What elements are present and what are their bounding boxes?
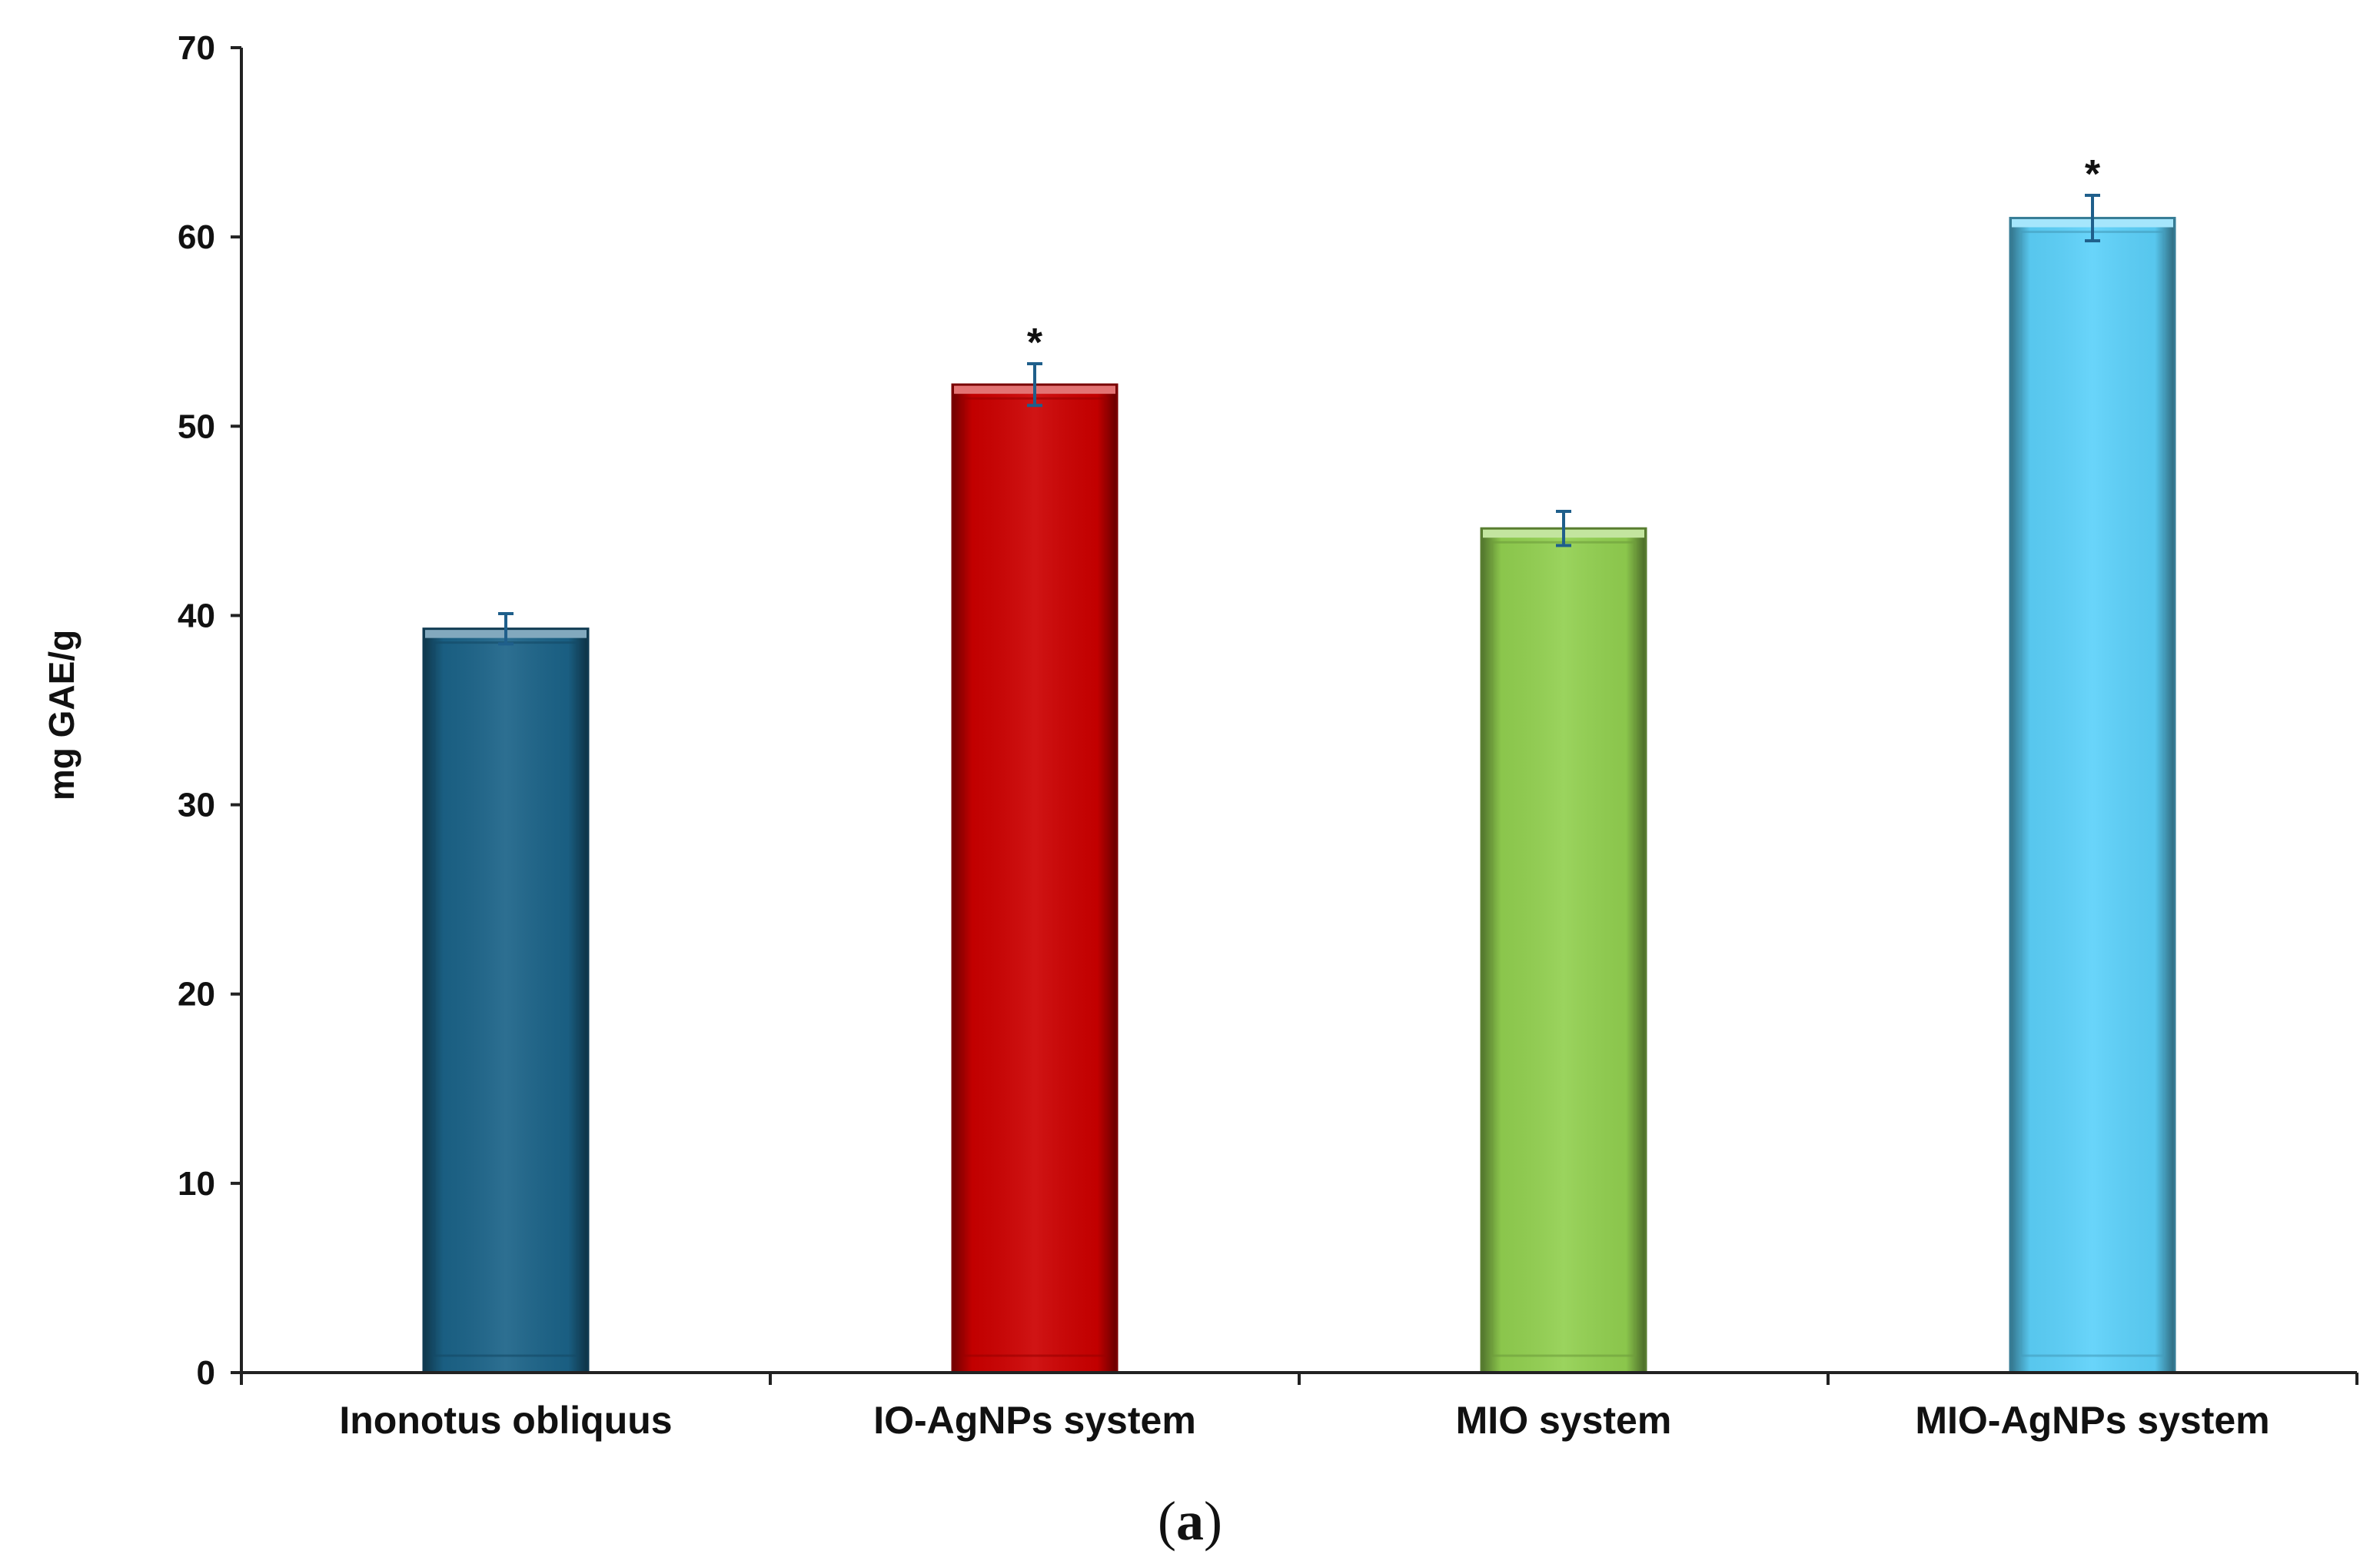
panel-label: (a) xyxy=(1158,1490,1222,1552)
bar xyxy=(2009,217,2176,1374)
bar xyxy=(951,383,1119,1374)
error-bar xyxy=(2085,193,2100,243)
bar-shading xyxy=(1481,528,1646,1373)
x-category-label: MIO-AgNPs system xyxy=(1915,1399,2269,1442)
error-bars-layer xyxy=(498,193,2100,646)
x-category-label: Inonotus obliquus xyxy=(339,1399,672,1442)
x-ticks-layer: Inonotus obliquus IO-AgNPs system MIO syst… xyxy=(240,1373,2358,1442)
error-bar xyxy=(1556,510,1571,548)
y-tick-label: 40 xyxy=(178,597,215,634)
y-tick-label: 70 xyxy=(178,29,215,67)
y-axis-title: mg GAE/g xyxy=(42,630,81,800)
bar-shading xyxy=(952,384,1117,1373)
bar xyxy=(422,627,590,1374)
error-bar xyxy=(1027,362,1042,408)
significance-marker: * xyxy=(2085,152,2101,197)
plot-area: 0 10 20 30 40 50 60 70 Inonotus obliquus IO-AgNP… xyxy=(178,29,2358,1442)
y-tick-label: 50 xyxy=(178,408,215,445)
bars-layer xyxy=(422,217,2176,1374)
y-tick-label: 30 xyxy=(178,787,215,824)
x-category-label: IO-AgNPs system xyxy=(873,1399,1196,1442)
y-tick-label: 60 xyxy=(178,218,215,256)
significance-marker: * xyxy=(1027,321,1043,365)
bar xyxy=(1480,527,1647,1374)
y-tick-label: 10 xyxy=(178,1165,215,1203)
x-category-label: MIO system xyxy=(1456,1399,1672,1442)
bar-shading xyxy=(2010,218,2175,1373)
y-tick-label: 0 xyxy=(197,1354,215,1392)
bar-shading xyxy=(424,628,588,1373)
significance-layer: ** xyxy=(1027,152,2101,365)
error-bar xyxy=(498,611,514,646)
y-tick-label: 20 xyxy=(178,976,215,1013)
y-ticks-layer: 0 10 20 30 40 50 60 70 xyxy=(178,29,241,1392)
